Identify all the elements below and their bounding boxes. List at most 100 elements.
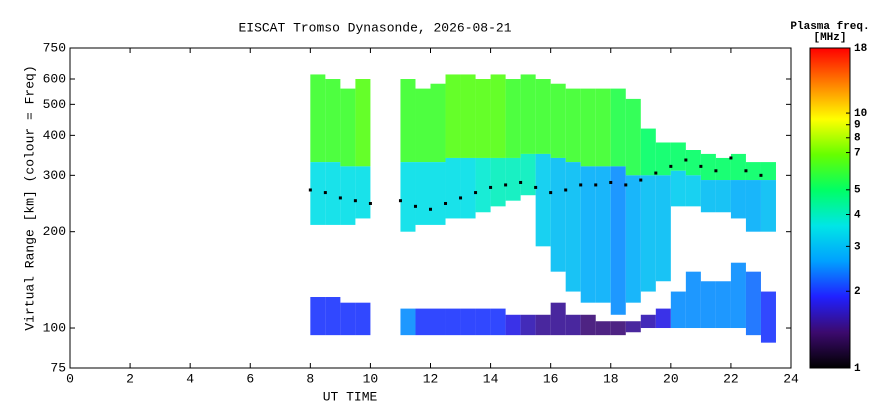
- y-tick-label: 300: [43, 168, 66, 183]
- trace-point: [353, 199, 357, 203]
- trace-point: [639, 178, 643, 182]
- x-tick-label: 4: [186, 371, 194, 386]
- echo-band: [490, 157, 506, 207]
- x-tick-label: 2: [126, 371, 134, 386]
- echo-band: [760, 180, 776, 232]
- echo-band: [355, 166, 371, 219]
- y-tick-label: 75: [50, 360, 66, 375]
- echo-band: [490, 74, 506, 158]
- x-tick-label: 14: [483, 371, 499, 386]
- echo-band: [520, 74, 536, 154]
- x-tick-label: 6: [246, 371, 254, 386]
- echo-band: [625, 98, 641, 176]
- echo-band: [325, 297, 341, 336]
- echo-band: [595, 88, 611, 167]
- echo-band: [745, 180, 761, 232]
- echo-band: [715, 157, 731, 181]
- trace-point: [744, 169, 748, 173]
- echo-band: [340, 88, 356, 167]
- echo-band: [670, 142, 686, 171]
- echo-band: [535, 314, 551, 336]
- trace-point: [564, 188, 568, 192]
- echo-band: [550, 157, 566, 272]
- echo-band: [595, 321, 611, 336]
- trace-point: [444, 201, 448, 205]
- echo-band: [400, 79, 416, 163]
- y-tick-label: 400: [43, 128, 66, 143]
- echo-band: [550, 302, 566, 336]
- x-tick-label: 18: [603, 371, 619, 386]
- echo-band: [745, 271, 761, 336]
- echo-band: [340, 166, 356, 225]
- echo-band: [445, 157, 461, 219]
- echo-band: [700, 281, 716, 329]
- trace-point: [654, 171, 658, 175]
- x-tick-label: 8: [306, 371, 314, 386]
- echo-band: [640, 175, 656, 292]
- echo-band: [445, 74, 461, 158]
- echo-band: [610, 166, 626, 315]
- trace-point: [549, 191, 553, 195]
- echo-band: [715, 180, 731, 213]
- trace-point: [729, 156, 733, 160]
- echo-band: [445, 308, 461, 336]
- echo-band: [670, 291, 686, 329]
- echo-band: [730, 153, 746, 181]
- echo-band: [685, 175, 701, 207]
- x-tick-label: 20: [663, 371, 679, 386]
- echo-band: [565, 88, 581, 163]
- echo-band: [505, 314, 521, 336]
- echo-band: [700, 180, 716, 213]
- echo-band: [535, 79, 551, 154]
- echo-band: [745, 162, 761, 181]
- echo-band: [430, 83, 446, 163]
- y-tick-label: 750: [43, 40, 66, 55]
- trace-point: [338, 196, 342, 200]
- trace-point: [474, 191, 478, 195]
- echo-band: [550, 83, 566, 158]
- x-tick-label: 16: [543, 371, 559, 386]
- y-tick-label: 500: [43, 97, 66, 112]
- echo-band: [340, 302, 356, 336]
- echo-band: [640, 314, 656, 329]
- echo-band: [655, 308, 671, 329]
- trace-point: [669, 164, 673, 168]
- colorbar-tick-label: 10: [854, 108, 867, 120]
- echo-band: [430, 162, 446, 225]
- trace-point: [519, 180, 523, 184]
- echo-band: [730, 262, 746, 329]
- trace-point: [699, 164, 703, 168]
- echo-band: [655, 142, 671, 176]
- echo-band: [355, 302, 371, 336]
- y-axis-label: Virtual Range [km] (colour = Freq): [22, 65, 37, 330]
- colorbar-tick-label: 1: [854, 363, 861, 375]
- echo-band: [310, 162, 326, 225]
- echo-band: [490, 308, 506, 336]
- echo-band: [520, 314, 536, 336]
- trace-point: [413, 204, 417, 208]
- echo-band: [760, 291, 776, 343]
- echo-band: [505, 157, 521, 201]
- trace-point: [323, 191, 327, 195]
- echo-band: [685, 271, 701, 329]
- trace-point: [684, 158, 688, 162]
- trace-point: [459, 196, 463, 200]
- y-tick-label: 100: [43, 320, 66, 335]
- echo-band: [595, 166, 611, 303]
- echo-band: [415, 88, 431, 163]
- trace-point: [624, 183, 628, 187]
- colorbar-title: [MHz]: [813, 32, 846, 44]
- echo-band: [670, 170, 686, 207]
- echo-band: [760, 162, 776, 181]
- echo-band: [640, 128, 656, 176]
- colorbar-tick-label: 2: [854, 286, 861, 298]
- echo-band: [505, 79, 521, 158]
- echo-band: [475, 157, 491, 213]
- echo-band: [655, 175, 671, 282]
- echo-band: [475, 308, 491, 336]
- x-tick-label: 12: [423, 371, 439, 386]
- echo-band: [325, 79, 341, 163]
- echo-band: [400, 162, 416, 232]
- trace-point: [594, 183, 598, 187]
